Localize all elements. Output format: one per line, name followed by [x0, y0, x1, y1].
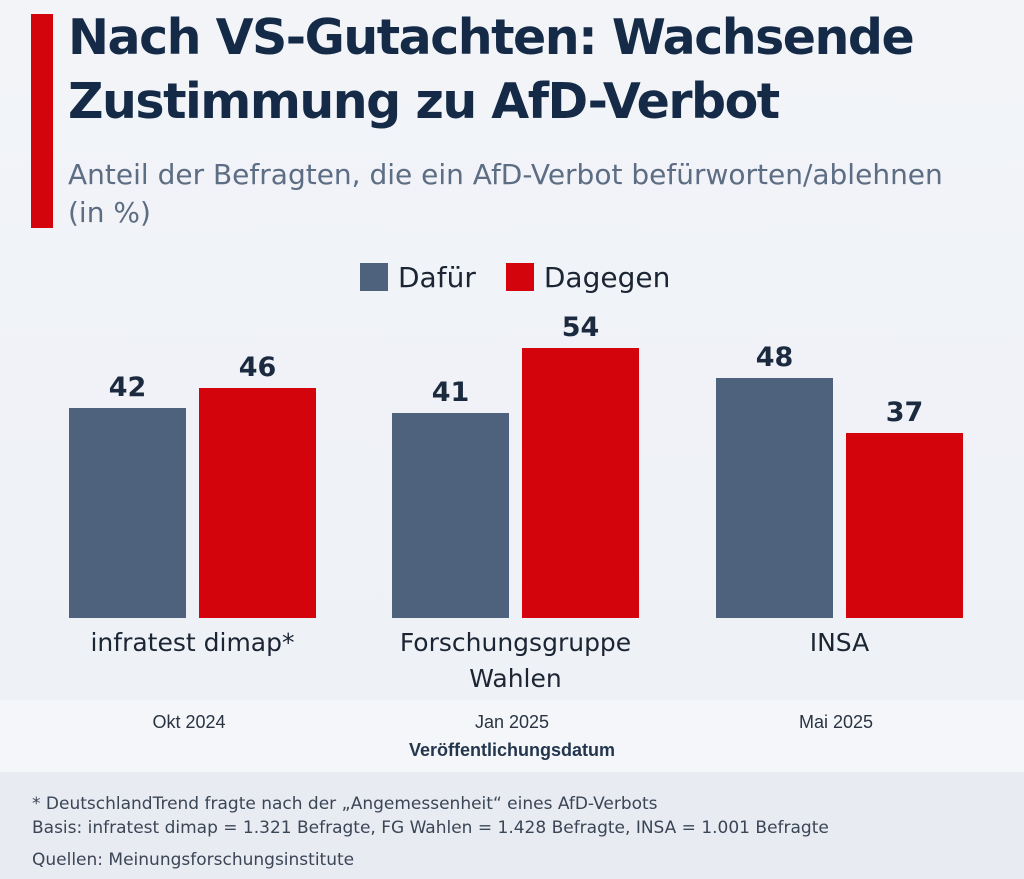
legend-item-dafuer: Dafür [360, 261, 476, 294]
date-label-mai-2025: Mai 2025 [798, 712, 874, 732]
bar-dafuer-forschungsgruppe-wahlen [392, 413, 509, 618]
category-label-forschungsgruppe-wahlen-line-1: Forschungsgruppe [400, 628, 631, 657]
accent-bar [31, 14, 53, 228]
chart-title: Nach VS-Gutachten: Wachsende Zustimmung … [68, 9, 915, 130]
legend-label-dafuer: Dafür [398, 260, 476, 294]
data-label-dafuer-insa: 48 [756, 342, 794, 373]
bar-dagegen-insa [846, 433, 963, 618]
data-label-dagegen-infratest-dimap: 46 [239, 352, 277, 383]
chart-subtitle: Anteil der Befragten, die ein AfD-Verbot… [68, 158, 943, 229]
bar-dagegen-forschungsgruppe-wahlen [522, 348, 639, 618]
bar-dafuer-infratest-dimap [69, 408, 186, 618]
bar-chart: 42 46 infratest dimap* 41 54 Forschungsgruppe… [69, 312, 963, 693]
date-label-jan-2025: Jan 2025 [474, 712, 550, 732]
legend-label-dagegen: Dagegen [543, 260, 671, 294]
x-axis-title: Veröffentlichungsdatum [408, 740, 615, 760]
legend-item-dagegen: Dagegen [505, 260, 671, 294]
category-label-forschungsgruppe-wahlen-line-2: Wahlen [469, 664, 561, 693]
legend: Dafür Dagegen [360, 260, 700, 294]
data-label-dafuer-infratest-dimap: 42 [109, 372, 147, 403]
category-label-insa: INSA [810, 628, 870, 657]
bar-dafuer-insa [716, 378, 833, 618]
data-label-dafuer-forschungsgruppe-wahlen: 41 [432, 377, 470, 408]
data-label-dagegen-insa: 37 [886, 397, 924, 428]
footnotes: * DeutschlandTrend fragte nach der „Ange… [32, 792, 1012, 872]
date-axis-band [0, 700, 1024, 772]
date-label-okt-2024: Okt 2024 [152, 712, 226, 732]
legend-swatch-dafuer [360, 263, 388, 291]
footnote-asterisk: * DeutschlandTrend fragte nach der „Ange… [32, 794, 658, 814]
category-label-infratest-dimap: infratest dimap* [90, 628, 294, 657]
legend-swatch-dagegen [505, 263, 534, 291]
bar-dagegen-infratest-dimap [199, 388, 316, 618]
footnote-basis: Basis: infratest dimap = 1.321 Befragte,… [32, 818, 829, 838]
data-label-dagegen-forschungsgruppe-wahlen: 54 [562, 312, 600, 343]
footnote-source: Quellen: Meinungsforschungsinstitute [32, 850, 355, 870]
